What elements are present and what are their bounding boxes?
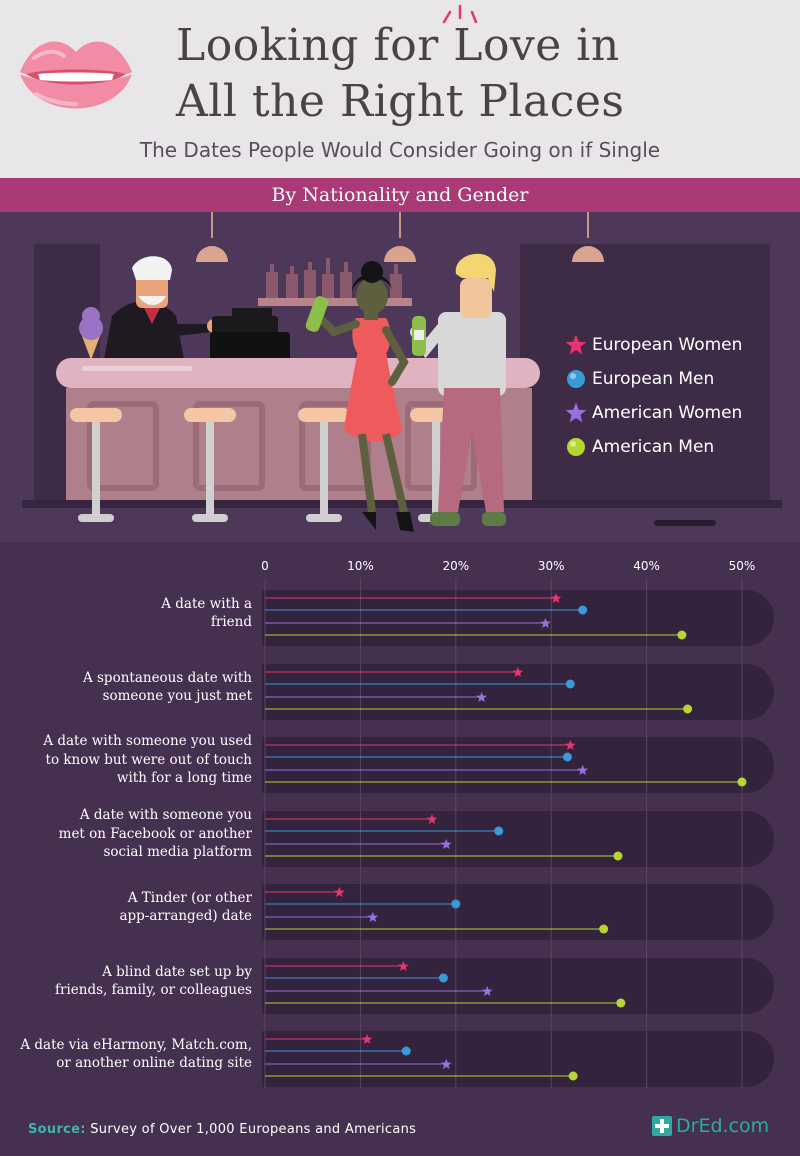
x-tick-label: 10% (347, 559, 374, 573)
data-point-circle (599, 924, 609, 934)
bar-scene-illustration: European Women European Men American Wom… (0, 212, 800, 542)
data-point-star (367, 911, 379, 923)
category-label: A Tinder (or other app-arranged) date (2, 889, 252, 926)
category-label: A date via eHarmony, Match.com, or anothe… (2, 1036, 252, 1073)
category-label-line: A blind date set up by (102, 963, 252, 980)
legend-item-american-men: American Men (564, 430, 794, 464)
legend-label: European Women (592, 335, 743, 355)
row-background (262, 590, 774, 646)
legend-item-european-men: European Men (564, 362, 794, 396)
category-label-line: A date with someone you used (43, 733, 252, 750)
medical-cross-icon (652, 1116, 672, 1136)
title-line-2: All the Right Places (176, 76, 625, 127)
category-label: A blind date set up by friends, family, o… (2, 963, 252, 1000)
row-background (262, 664, 774, 720)
horizontal-lollipop-chart: 0 10% 20% 30% 40% 50% A date with a friend A sp… (0, 548, 800, 1098)
data-point-circle (568, 1071, 578, 1081)
data-point-circle (677, 630, 687, 640)
row-background (262, 958, 774, 1014)
category-label-line: to know but were out of touch (45, 751, 252, 768)
data-point-circle (616, 998, 626, 1008)
source-label: Source: (28, 1122, 86, 1137)
data-point-circle (683, 704, 693, 714)
chart-canvas: 0 10% 20% 30% 40% 50% (261, 559, 774, 1088)
category-label-line: app-arranged) date (119, 908, 252, 924)
row-background (262, 884, 774, 940)
page-subtitle: The Dates People Would Consider Going on… (139, 138, 661, 162)
section-banner: By Nationality and Gender (0, 178, 800, 212)
bar-scene-icon (0, 212, 800, 542)
category-label-line: friend (210, 614, 252, 630)
data-point-circle (438, 973, 448, 983)
legend-label: American Women (592, 403, 743, 423)
category-label: A spontaneous date with someone you just … (2, 669, 252, 706)
legend-item-european-women: European Women (564, 328, 794, 362)
category-label-line: someone you just met (102, 688, 252, 704)
data-point-star (361, 1033, 373, 1045)
row-background (262, 811, 774, 867)
data-point-circle (565, 679, 575, 689)
source-note: Source: Survey of Over 1,000 Europeans a… (28, 1122, 416, 1137)
european-men-circle-icon (567, 370, 585, 388)
data-point-circle (401, 1046, 411, 1056)
legend-item-american-women: American Women (564, 396, 794, 430)
brand-logo[interactable]: DrEd.com (652, 1115, 769, 1137)
category-label-line: A date via eHarmony, Match.com, (20, 1036, 252, 1053)
category-label: A date with someone you met on Facebook o… (2, 806, 252, 862)
data-point-star (550, 592, 562, 604)
data-point-star (476, 691, 487, 703)
data-point-circle (562, 752, 572, 762)
category-label-line: A date with a (161, 595, 252, 612)
category-label-line: with for a long time (116, 770, 252, 787)
row-background (262, 1031, 774, 1087)
brand-name: DrEd.com (676, 1115, 770, 1137)
legend-label: European Men (592, 369, 715, 389)
x-tick-label: 30% (538, 559, 565, 573)
data-point-star (334, 886, 345, 898)
american-women-star-icon (565, 402, 587, 423)
title-line-1: Looking for Love in (176, 20, 620, 71)
data-point-star (440, 1058, 452, 1070)
category-label-line: met on Facebook or another (58, 825, 252, 842)
x-tick-label: 20% (442, 559, 469, 573)
x-tick-label: 40% (633, 559, 660, 573)
category-label-line: or another online dating site (56, 1055, 252, 1071)
american-men-circle-icon (567, 438, 585, 456)
data-point-circle (494, 826, 504, 836)
data-point-star (426, 813, 438, 825)
lips-icon (20, 41, 132, 109)
data-point-star (577, 764, 589, 776)
x-tick-label: 50% (729, 559, 756, 573)
category-label-line: social media platform (103, 844, 253, 861)
source-text: Survey of Over 1,000 Europeans and Ameri… (90, 1122, 417, 1137)
data-point-star (440, 838, 452, 850)
category-label-line: A spontaneous date with (82, 669, 252, 686)
page-title: Looking for Love in All the Right Places (176, 18, 776, 130)
data-point-circle (578, 605, 588, 615)
category-label: A date with a friend (2, 595, 252, 632)
category-label-line: friends, family, or colleagues (55, 982, 252, 998)
header: Looking for Love in All the Right Places… (0, 0, 800, 178)
category-label-line: A Tinder (or other (127, 889, 252, 906)
love-accent-icon (442, 4, 478, 24)
legend-label: American Men (592, 437, 715, 457)
chart-legend: European Women European Men American Wom… (564, 328, 794, 464)
row-background (262, 737, 774, 793)
data-point-star (564, 739, 576, 751)
x-tick-label: 0 (261, 559, 269, 573)
category-label: A date with someone you used to know but … (2, 732, 252, 788)
data-point-star (512, 666, 524, 678)
data-point-circle (613, 851, 623, 861)
data-point-star (398, 960, 409, 972)
data-point-star (481, 985, 493, 997)
category-label-line: A date with someone you (79, 807, 252, 824)
data-point-circle (451, 899, 461, 909)
data-point-circle (737, 777, 747, 787)
data-point-star (540, 617, 551, 629)
european-women-star-icon (565, 334, 587, 355)
